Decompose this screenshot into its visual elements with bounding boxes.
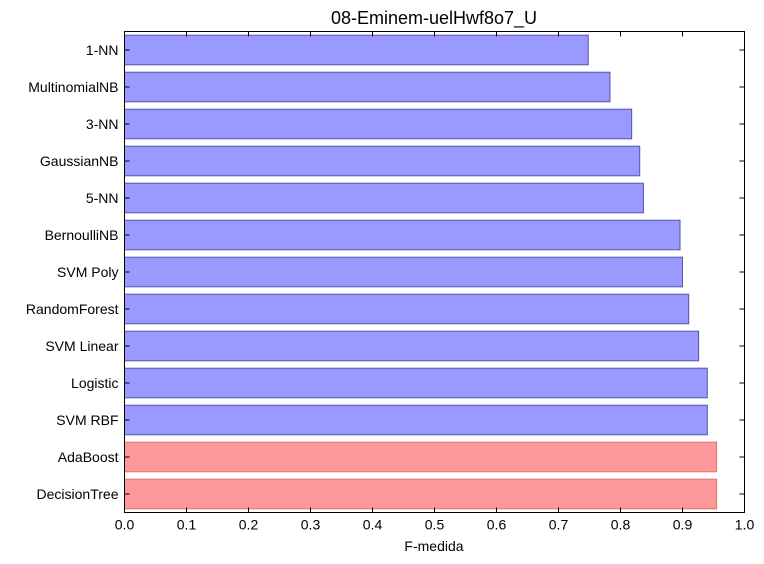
- bar-svm-rbf: [124, 404, 708, 436]
- x-tick-label: 0.3: [301, 517, 321, 533]
- plot-frame: [124, 31, 745, 513]
- bar-1-nn: [124, 34, 589, 66]
- bar-adaboost: [124, 441, 718, 473]
- y-tick-label: AdaBoost: [58, 449, 119, 465]
- x-tick-label: 0.7: [549, 517, 569, 533]
- x-tick-label: 0.2: [239, 517, 259, 533]
- bar-logistic: [124, 367, 708, 399]
- y-axis-ticks: 1-NN MultinomialNB 3-NN GaussianNB 5-NN Berno…: [26, 42, 745, 502]
- y-tick-label: MultinomialNB: [28, 79, 118, 95]
- y-tick-label: GaussianNB: [40, 153, 119, 169]
- bar-bernoullinb: [124, 219, 681, 251]
- x-tick-label: 0.0: [115, 517, 135, 533]
- y-tick-label: BernoulliNB: [45, 227, 119, 243]
- y-tick-label: 3-NN: [86, 116, 119, 132]
- y-tick-label: Logistic: [71, 375, 118, 391]
- x-tick-label: 0.8: [611, 517, 631, 533]
- x-tick-label: 0.1: [177, 517, 197, 533]
- chart-title: 08-Eminem-uelHwf8o7_U: [331, 8, 537, 29]
- bar-decisiontree: [124, 478, 718, 510]
- bar-5-nn: [124, 182, 644, 214]
- bar-svm-linear: [124, 330, 700, 362]
- y-tick-label: RandomForest: [26, 301, 119, 317]
- bar-multinomialnb: [124, 71, 611, 103]
- bar-gaussiannb: [124, 145, 641, 177]
- bar-3-nn: [124, 108, 633, 140]
- y-tick-label: DecisionTree: [37, 486, 119, 502]
- bars-group: [124, 34, 718, 510]
- x-tick-label: 0.6: [487, 517, 507, 533]
- x-tick-label: 1.0: [735, 517, 755, 533]
- bar-randomforest: [124, 293, 690, 325]
- y-tick-label: SVM Poly: [57, 264, 118, 280]
- y-tick-label: 1-NN: [86, 42, 119, 58]
- x-axis-ticks: 0.0 0.1 0.2 0.3 0.4 0.5 0.6 0.7 0.8 0.9 1.0: [115, 31, 755, 533]
- bar-svm-poly: [124, 256, 683, 288]
- y-tick-label: SVM RBF: [56, 412, 118, 428]
- y-tick-label: 5-NN: [86, 190, 119, 206]
- x-tick-label: 0.5: [425, 517, 445, 533]
- y-tick-label: SVM Linear: [45, 338, 118, 354]
- x-axis-label: F-medida: [404, 538, 463, 554]
- x-tick-label: 0.9: [673, 517, 693, 533]
- x-tick-label: 0.4: [363, 517, 383, 533]
